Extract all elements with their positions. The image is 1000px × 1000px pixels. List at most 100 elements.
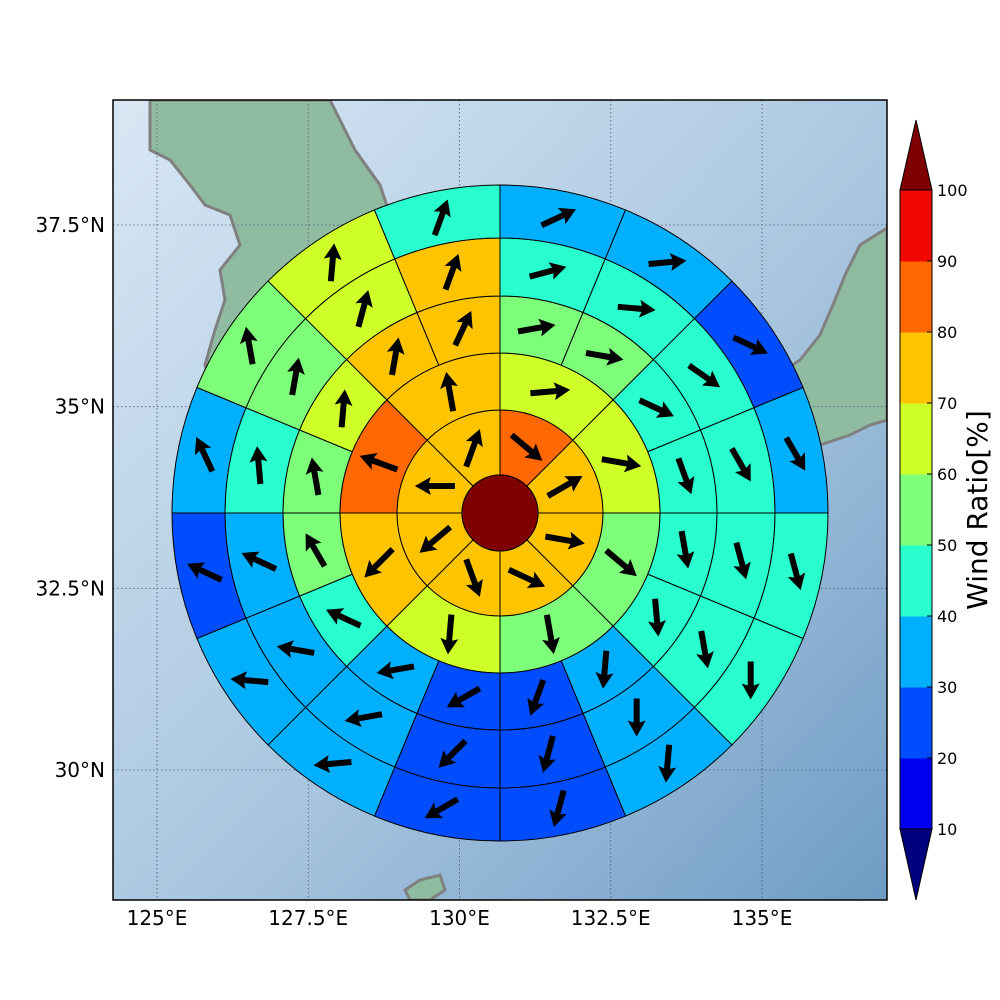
colorbar-tick-label: 90	[937, 252, 957, 271]
wind-arrow-shape	[442, 253, 462, 291]
wind-arrow	[787, 552, 806, 591]
wind-arrow-shape	[538, 735, 556, 773]
wind-arrow-shape	[601, 454, 642, 473]
wind-arrow	[696, 630, 714, 669]
colorbar-band	[900, 332, 932, 404]
wind-arrow	[741, 661, 760, 700]
wind-arrow	[431, 199, 451, 237]
wind-arrow-shape	[239, 326, 258, 365]
longitude-tick-label: 127.5°E	[268, 906, 348, 930]
wind-arrow-shape	[241, 551, 278, 572]
wind-arrow-shape	[305, 533, 328, 568]
colorbar-band	[900, 616, 932, 688]
wind-arrow-shape	[424, 796, 460, 819]
wind-arrow-shape	[741, 661, 760, 700]
wind-arrow	[542, 614, 560, 655]
wind-arrow-shape	[187, 562, 223, 583]
latitude-tick-label: 37.5°N	[36, 213, 106, 237]
wind-arrow	[528, 262, 567, 280]
colorbar-tick-label: 80	[937, 323, 957, 342]
wind-arrow	[376, 661, 415, 680]
colorbar-tick-label: 60	[937, 465, 957, 484]
wind-arrow	[452, 310, 473, 347]
longitude-tick-labels: 125°E 127.5°E 130°E 132.5°E 135°E	[127, 906, 793, 930]
wind-arrow-shape	[355, 290, 373, 328]
colorbar-under-extension	[899, 828, 933, 901]
wind-arrow	[194, 436, 216, 473]
colorbar-over-extension	[899, 119, 933, 191]
wind-arrow	[386, 337, 405, 376]
wind-arrow-shape	[733, 541, 751, 580]
wind-arrow	[638, 397, 674, 418]
wind-arrow-shape	[595, 650, 614, 689]
wind-arrow-shape	[676, 530, 695, 569]
wind-arrow	[733, 541, 751, 580]
wind-arrow-shape	[446, 685, 482, 708]
longitude-tick-label: 135°E	[732, 906, 793, 930]
wind-arrow	[601, 454, 642, 473]
wind-arrow	[326, 608, 362, 629]
colorbar-band	[900, 758, 932, 830]
wind-arrow	[604, 548, 637, 577]
wind-arrow	[540, 207, 577, 229]
wind-arrow-shape	[414, 477, 455, 496]
wind-arrow-shape	[287, 357, 305, 396]
wind-ratio-polar-grid	[171, 184, 829, 842]
wind-arrow	[446, 685, 482, 708]
wind-arrow-shape	[787, 552, 806, 591]
wind-arrow-shape	[542, 614, 560, 655]
wind-arrow	[729, 447, 751, 482]
colorbar-tick-label: 70	[937, 394, 957, 413]
wind-arrow	[355, 290, 373, 328]
wind-arrow-shape	[638, 397, 674, 418]
wind-arrow	[538, 735, 556, 773]
wind-arrow-shape	[376, 661, 415, 680]
wind-arrow	[687, 362, 721, 388]
wind-arrow	[344, 709, 383, 727]
wind-arrow	[440, 614, 459, 655]
wind-arrow-shape	[604, 548, 637, 577]
colorbar-band	[900, 190, 932, 262]
wind-arrow	[287, 357, 305, 396]
wind-arrow-shape	[530, 382, 571, 401]
wind-arrow	[527, 678, 547, 716]
latitude-tick-label: 32.5°N	[36, 576, 106, 600]
colorbar: Wind Ratio[%] 10 20 30 40 50 60 70 80 90 100	[899, 119, 994, 901]
wind-arrow-shape	[687, 362, 721, 388]
wind-arrow-shape	[463, 429, 483, 468]
wind-arrow-shape	[528, 262, 567, 280]
wind-arrow-shape	[517, 318, 556, 337]
latitude-tick-label: 30°N	[55, 758, 105, 782]
wind-arrow	[549, 789, 567, 828]
wind-arrow-shape	[729, 447, 751, 482]
wind-arrow-shape	[334, 389, 353, 428]
wind-arrow-shape	[452, 310, 473, 347]
wind-arrow-shape	[585, 347, 624, 366]
wind-arrow-shape	[419, 524, 453, 553]
map-frame	[112, 99, 888, 901]
wind-arrow-shape	[359, 452, 399, 473]
wind-arrow-shape	[540, 207, 577, 229]
wind-arrow-shape	[546, 476, 583, 499]
wind-arrow-shape	[783, 436, 806, 471]
wind-arrow-shape	[509, 432, 543, 461]
wind-arrow-shape	[440, 614, 459, 655]
wind-arrow-shape	[276, 640, 315, 659]
wind-arrow	[783, 436, 806, 471]
colorbar-band	[900, 545, 932, 617]
wind-arrow-shape	[544, 531, 585, 550]
wind-arrow-shape	[313, 754, 352, 773]
wind-arrow	[627, 698, 646, 737]
wind-arrow	[595, 650, 614, 689]
wind-arrow-shape	[463, 558, 483, 597]
wind-arrow	[305, 533, 328, 568]
wind-arrow	[230, 671, 269, 690]
wind-arrow	[585, 347, 624, 366]
wind-arrow	[440, 371, 458, 412]
wind-arrow	[424, 796, 460, 819]
wind-arrow-shape	[732, 334, 768, 355]
wind-arrow	[276, 640, 315, 659]
colorbar-tick-label: 30	[937, 678, 957, 697]
wind-arrow-shape	[386, 337, 405, 376]
